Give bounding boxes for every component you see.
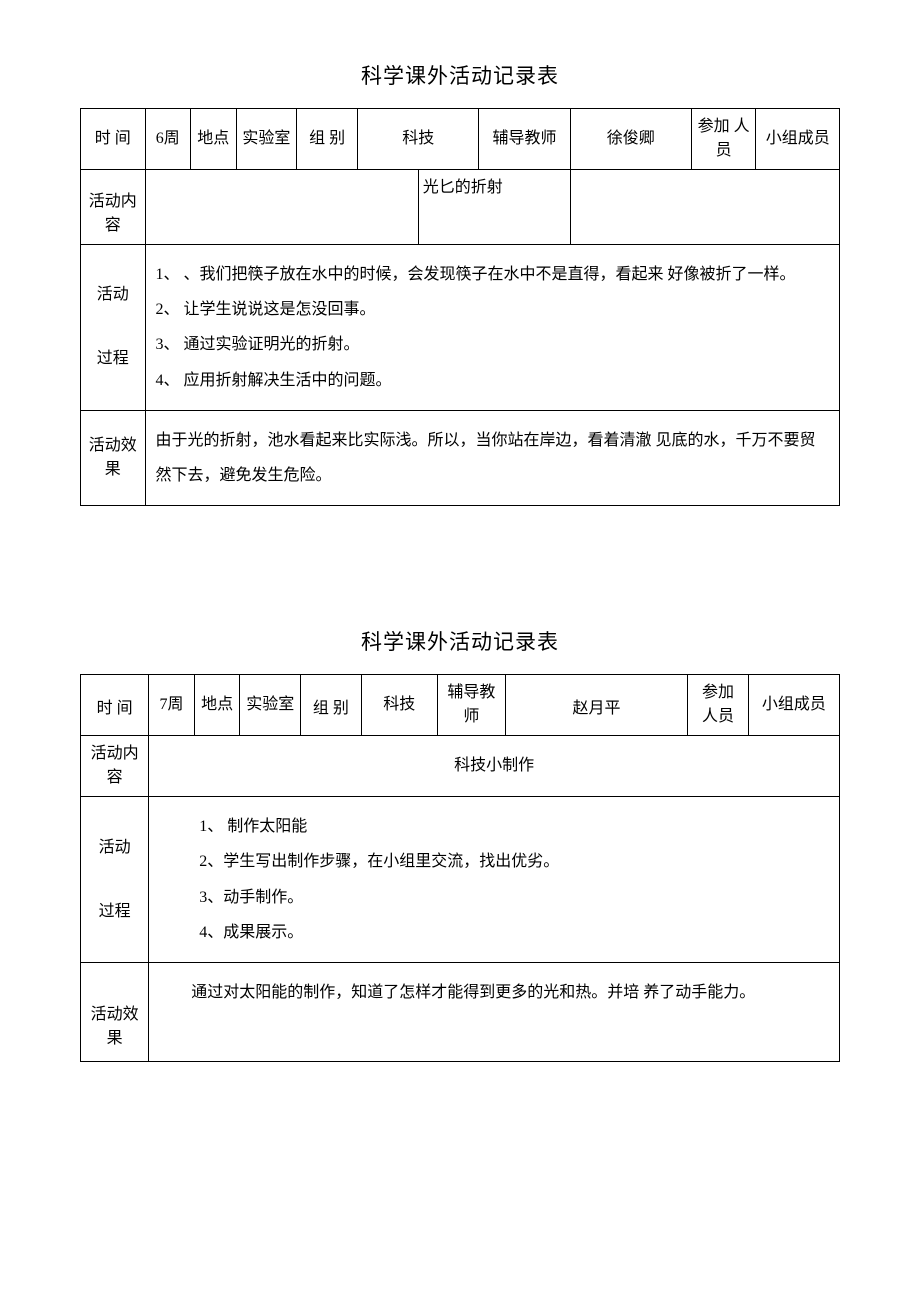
place-value: 实验室 bbox=[240, 675, 301, 736]
process-line: 1、 制作太阳能 bbox=[199, 809, 829, 844]
process-label-1: 活动 bbox=[81, 836, 148, 860]
process-label-1: 活动 bbox=[81, 283, 145, 307]
teacher-label: 辅导教师 bbox=[437, 675, 505, 736]
result-label: 活动效果 bbox=[81, 962, 149, 1061]
process-line: 3、动手制作。 bbox=[199, 880, 829, 915]
time-label: 时 间 bbox=[81, 109, 146, 170]
process-line: 2、学生写出制作步骤，在小组里交流，找出优劣。 bbox=[199, 844, 829, 879]
teacher-label: 辅导教师 bbox=[479, 109, 570, 170]
table1-title: 科学课外活动记录表 bbox=[80, 60, 840, 90]
group-value: 科技 bbox=[361, 675, 437, 736]
participant-value: 小组成员 bbox=[748, 675, 839, 736]
content-label: 活动内容 bbox=[81, 170, 146, 245]
table2: 时 间 7周 地点 实验室 组 别 科技 辅导教师 赵月平 参加 人员 小组成员… bbox=[80, 674, 840, 1062]
place-label: 地点 bbox=[191, 109, 237, 170]
table-row: 活动 过程 1、 制作太阳能 2、学生写出制作步骤，在小组里交流，找出优劣。 3… bbox=[81, 797, 840, 963]
record-table-1: 科学课外活动记录表 时 间 6周 地点 实验室 组 别 科技 辅导教师 徐俊卿 … bbox=[80, 60, 840, 506]
process-line: 4、 应用折射解决生活中的问题。 bbox=[156, 363, 830, 398]
empty-cell bbox=[145, 170, 418, 245]
group-value: 科技 bbox=[358, 109, 479, 170]
time-label: 时 间 bbox=[81, 675, 149, 736]
place-label: 地点 bbox=[194, 675, 240, 736]
teacher-value: 徐俊卿 bbox=[570, 109, 691, 170]
participant-label: 参加 人员 bbox=[688, 675, 749, 736]
record-table-2: 科学课外活动记录表 时 间 7周 地点 实验室 组 别 科技 辅导教师 赵月平 … bbox=[80, 626, 840, 1062]
time-value: 7周 bbox=[149, 675, 195, 736]
result-value: 由于光的折射，池水看起来比实际浅。所以，当你站在岸边，看着清澈 见底的水，千万不… bbox=[145, 410, 840, 505]
content-value: 科技小制作 bbox=[149, 736, 840, 797]
result-value: 通过对太阳能的制作，知道了怎样才能得到更多的光和热。并培 养了动手能力。 bbox=[149, 962, 840, 1061]
group-label: 组 别 bbox=[297, 109, 358, 170]
teacher-value: 赵月平 bbox=[505, 675, 687, 736]
table2-title: 科学课外活动记录表 bbox=[80, 626, 840, 656]
process-label-2: 过程 bbox=[81, 347, 145, 371]
process-label: 活动 过程 bbox=[81, 797, 149, 963]
table-row: 活动 过程 1、 、我们把筷子放在水中的时候，会发现筷子在水中不是直得，看起来 … bbox=[81, 245, 840, 411]
process-label: 活动 过程 bbox=[81, 245, 146, 411]
table-row: 活动效果 由于光的折射，池水看起来比实际浅。所以，当你站在岸边，看着清澈 见底的… bbox=[81, 410, 840, 505]
group-label: 组 别 bbox=[301, 675, 362, 736]
process-line: 2、 让学生说说这是怎没回事。 bbox=[156, 292, 830, 327]
process-line: 1、 、我们把筷子放在水中的时候，会发现筷子在水中不是直得，看起来 好像被折了一… bbox=[156, 257, 830, 292]
participant-label: 参加 人员 bbox=[691, 109, 756, 170]
place-value: 实验室 bbox=[236, 109, 297, 170]
process-label-2: 过程 bbox=[81, 900, 148, 924]
process-line: 3、 通过实验证明光的折射。 bbox=[156, 327, 830, 362]
process-line: 4、成果展示。 bbox=[199, 915, 829, 950]
table1: 时 间 6周 地点 实验室 组 别 科技 辅导教师 徐俊卿 参加 人员 小组成员… bbox=[80, 108, 840, 506]
process-content: 1、 、我们把筷子放在水中的时候，会发现筷子在水中不是直得，看起来 好像被折了一… bbox=[145, 245, 840, 411]
participant-value: 小组成员 bbox=[756, 109, 840, 170]
time-value: 6周 bbox=[145, 109, 191, 170]
table-row: 时 间 7周 地点 实验室 组 别 科技 辅导教师 赵月平 参加 人员 小组成员 bbox=[81, 675, 840, 736]
table-row: 活动内容 科技小制作 bbox=[81, 736, 840, 797]
content-label: 活动内容 bbox=[81, 736, 149, 797]
table-row: 活动内容 光匕的折射 bbox=[81, 170, 840, 245]
process-content: 1、 制作太阳能 2、学生写出制作步骤，在小组里交流，找出优劣。 3、动手制作。… bbox=[149, 797, 840, 963]
table-row: 活动效果 通过对太阳能的制作，知道了怎样才能得到更多的光和热。并培 养了动手能力… bbox=[81, 962, 840, 1061]
table-row: 时 间 6周 地点 实验室 组 别 科技 辅导教师 徐俊卿 参加 人员 小组成员 bbox=[81, 109, 840, 170]
empty-cell bbox=[570, 170, 839, 245]
result-label: 活动效果 bbox=[81, 410, 146, 505]
content-value: 光匕的折射 bbox=[418, 170, 570, 245]
